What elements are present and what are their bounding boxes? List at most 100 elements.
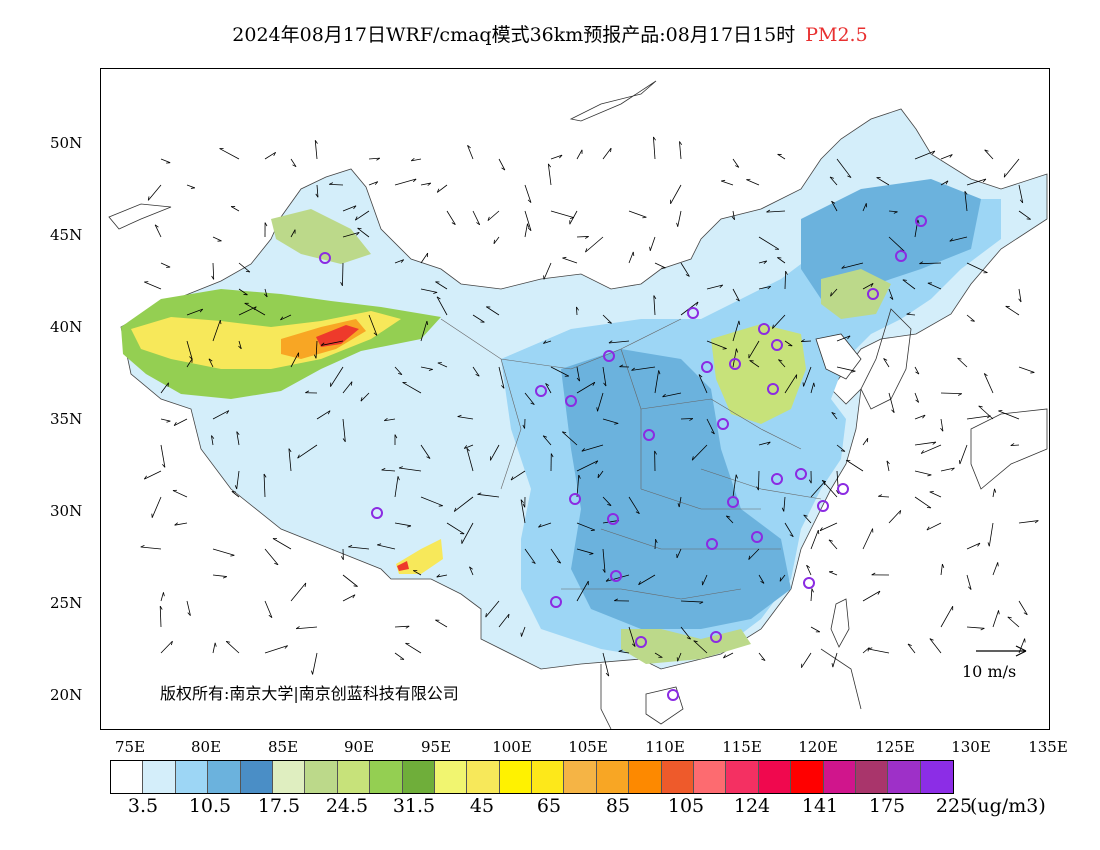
wind-arrow bbox=[662, 392, 682, 398]
wind-arrow bbox=[810, 382, 816, 394]
wind-arrow bbox=[828, 570, 838, 576]
colorbar-label: 85 bbox=[605, 795, 631, 817]
wind-arrow bbox=[290, 158, 297, 168]
wind-arrow bbox=[876, 177, 890, 186]
lon-label: 75E bbox=[114, 738, 146, 756]
wind-arrow bbox=[871, 572, 890, 576]
wind-arrow bbox=[394, 652, 405, 660]
colorbar-swatch bbox=[143, 761, 176, 793]
wind-arrow bbox=[398, 466, 422, 472]
city-marker bbox=[610, 570, 622, 582]
wind-arrow bbox=[602, 652, 610, 677]
wind-arrow bbox=[836, 444, 846, 452]
korea-outline bbox=[860, 308, 912, 410]
wind-arrow bbox=[653, 136, 656, 160]
city-marker bbox=[701, 361, 713, 373]
wind-arrow bbox=[360, 392, 370, 402]
city-marker bbox=[667, 689, 679, 701]
wind-arrow bbox=[992, 488, 997, 498]
wind-arrow bbox=[384, 417, 396, 422]
colorbar-label: 17.5 bbox=[257, 795, 301, 817]
wind-arrow bbox=[340, 548, 344, 560]
wind-arrow bbox=[836, 366, 856, 373]
wind-arrow bbox=[231, 491, 240, 498]
wind-arrow bbox=[732, 288, 740, 302]
wind-arrow bbox=[810, 529, 820, 550]
wind-arrow bbox=[585, 236, 604, 253]
wind-arrow bbox=[920, 444, 942, 454]
colorbar bbox=[110, 760, 955, 794]
wind-arrow bbox=[225, 640, 240, 654]
wind-arrow bbox=[288, 448, 292, 472]
wind-arrow bbox=[436, 296, 448, 316]
wind-arrow bbox=[983, 373, 994, 394]
city-marker bbox=[710, 631, 722, 643]
wind-arrow bbox=[211, 435, 215, 446]
wind-arrow bbox=[732, 474, 738, 498]
north-china-green bbox=[711, 324, 806, 424]
wind-arrow bbox=[706, 340, 727, 350]
wind-arrow bbox=[524, 392, 535, 405]
colorbar-label: 3.5 bbox=[127, 795, 159, 817]
wind-arrow bbox=[766, 209, 786, 213]
wind-arrow bbox=[929, 638, 942, 654]
wind-arrow bbox=[342, 594, 356, 602]
wind-arrow bbox=[342, 232, 360, 238]
wind-arrow bbox=[420, 444, 431, 459]
wind-arrow bbox=[914, 219, 920, 238]
title-text: 2024年08月17日WRF/cmaq模式36km预报产品:08月17日15时 bbox=[232, 24, 796, 46]
wind-arrow bbox=[676, 548, 682, 559]
wind-arrow bbox=[841, 262, 864, 269]
wind-arrow bbox=[1018, 366, 1035, 374]
wind-arrow bbox=[436, 184, 448, 193]
wind-arrow bbox=[436, 574, 448, 578]
colorbar-swatch bbox=[499, 761, 533, 793]
wind-arrow bbox=[758, 441, 771, 446]
wind-arrow bbox=[305, 390, 318, 394]
wind-arrow bbox=[446, 210, 456, 225]
wind-arrow bbox=[402, 382, 422, 394]
wind-arrow bbox=[721, 179, 734, 186]
wind-arrow bbox=[608, 340, 630, 344]
wind-arrow bbox=[732, 320, 741, 342]
lat-label: 25N bbox=[50, 594, 83, 612]
colorbar-swatch bbox=[920, 761, 954, 793]
wind-arrow bbox=[581, 444, 604, 452]
colorbar-swatch bbox=[402, 761, 435, 793]
wind-arrow bbox=[966, 542, 981, 550]
colorbar-label: 124 bbox=[733, 795, 771, 817]
wind-arrow bbox=[244, 302, 266, 316]
wind-arrow bbox=[940, 154, 953, 160]
wind-arrow bbox=[806, 564, 812, 576]
colorbar-swatch bbox=[661, 761, 695, 793]
wind-arrow bbox=[964, 191, 968, 212]
tibet-hotspot-red bbox=[397, 561, 409, 571]
wind-arrow bbox=[618, 649, 630, 654]
wind-arrow bbox=[295, 626, 318, 630]
colorbar-label: 225 bbox=[935, 795, 973, 817]
wind-arrow bbox=[1007, 616, 1020, 628]
map-title: 2024年08月17日WRF/cmaq模式36km预报产品:08月17日15时 P… bbox=[0, 20, 1100, 47]
wind-arrow bbox=[453, 496, 474, 512]
wind-arrow bbox=[878, 494, 890, 498]
wind-arrow bbox=[698, 374, 708, 394]
wind-arrow bbox=[914, 470, 932, 477]
city-marker bbox=[727, 496, 739, 508]
wind-arrow bbox=[576, 381, 596, 394]
wind-arrow bbox=[348, 544, 370, 550]
wind-arrow bbox=[435, 281, 448, 290]
wind-arrow bbox=[914, 366, 920, 375]
russia-coast bbox=[569, 80, 657, 122]
wind-arrow bbox=[758, 652, 766, 661]
wind-arrow bbox=[732, 158, 740, 168]
wind-arrow bbox=[576, 474, 581, 498]
wind-arrow bbox=[394, 476, 400, 498]
wind-arrow bbox=[290, 229, 296, 238]
wind-arrow bbox=[836, 158, 852, 178]
city-marker bbox=[535, 385, 547, 397]
wind-arrow bbox=[628, 496, 640, 515]
wind-arrow bbox=[602, 147, 612, 160]
wind-arrow bbox=[940, 606, 954, 628]
wind-arrow bbox=[758, 574, 765, 584]
colorbar-swatch bbox=[758, 761, 792, 793]
